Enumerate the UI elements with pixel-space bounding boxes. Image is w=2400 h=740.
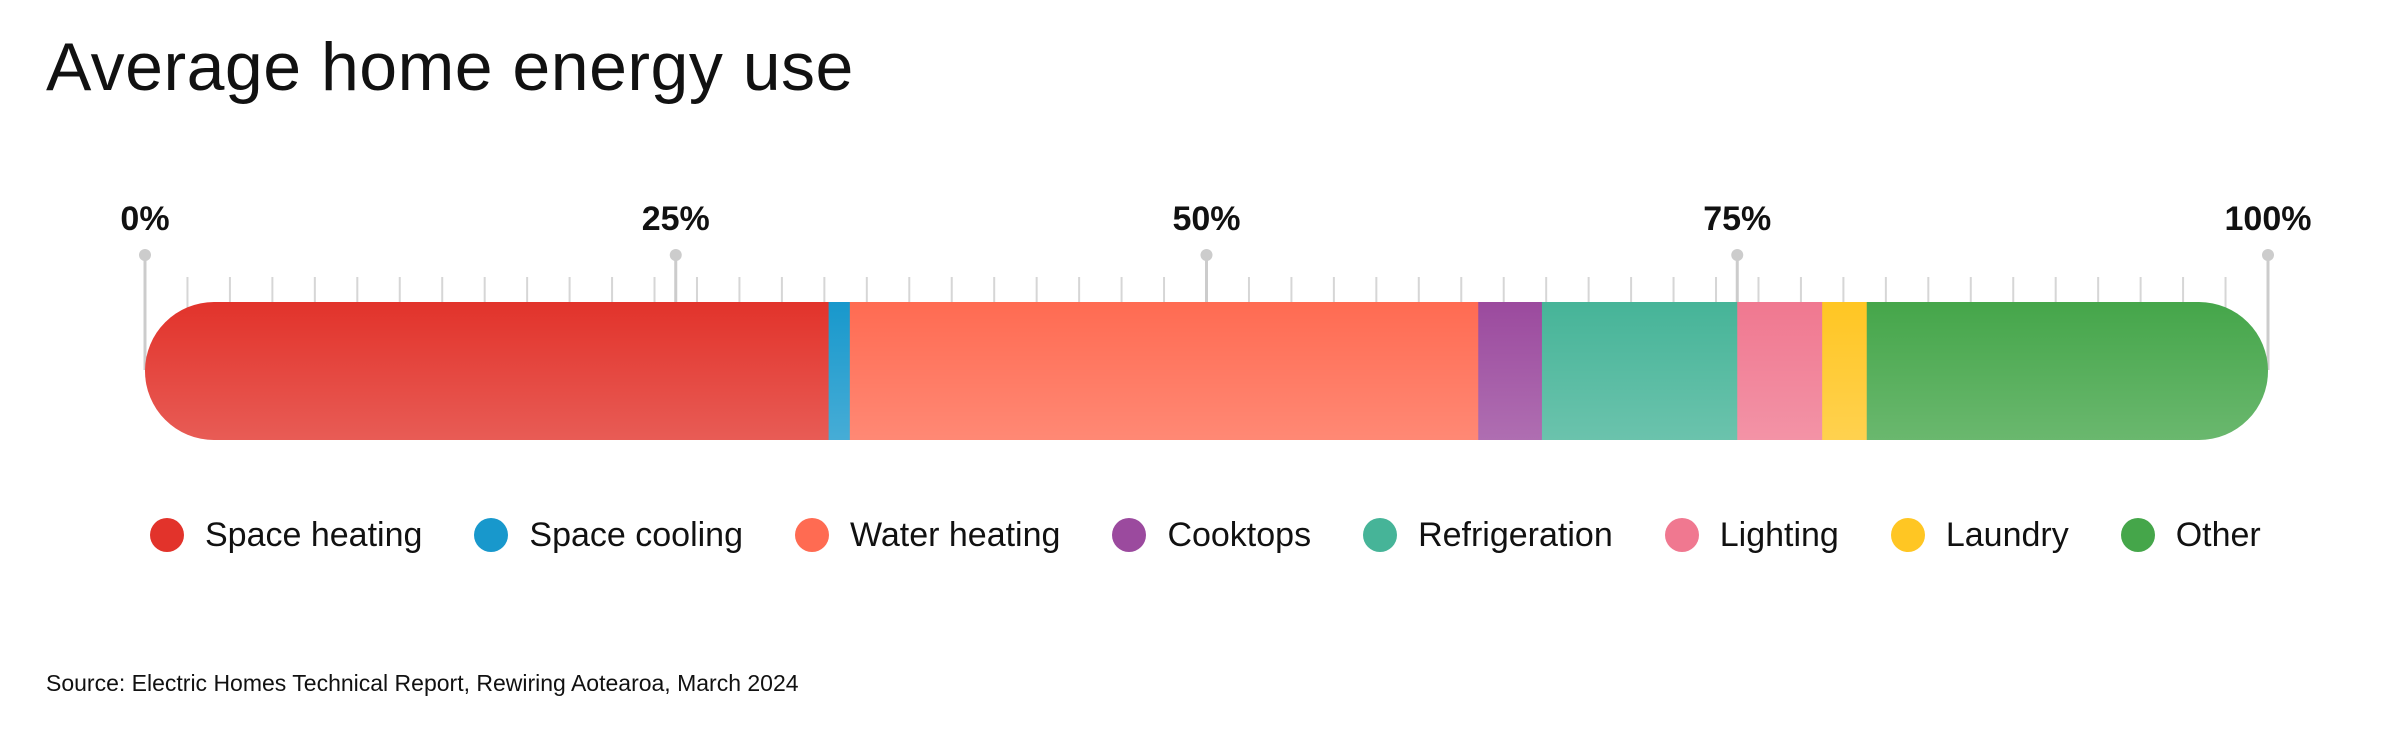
legend-swatch [1363,518,1398,552]
legend-label: Lighting [1719,515,1839,554]
legend-item-lighting: Lighting [1664,515,1839,555]
source-note: Source: Electric Homes Technical Report,… [46,670,799,696]
legend-label: Laundry [1945,515,2069,554]
legend-swatch [1112,518,1147,552]
legend-label: Cooktops [1167,515,1312,554]
legend-label: Other [2175,515,2261,554]
legend-swatch [1664,518,1699,552]
major-tick-dot [1200,249,1213,261]
x-tick-label: 100% [2225,200,2312,238]
legend-label: Water heating [850,515,1061,554]
bar-shading [145,302,2268,440]
major-tick-dot [1731,249,1744,261]
legend: Space heating Space cooling Water heating C… [150,510,2313,560]
major-tick-dot [669,249,682,261]
bar-segments [145,302,2268,440]
legend-item-space-heating: Space heating [150,516,422,555]
legend-item-cooktops: Cooktops [1112,516,1311,555]
legend-item-refrigeration: Refrigeration [1363,516,1613,555]
legend-swatch [150,518,184,552]
legend-item-space-cooling: Space cooling [474,516,743,555]
legend-label: Space cooling [529,515,744,554]
major-tick-dot [139,249,151,261]
legend-swatch [2120,518,2155,552]
chart-title: Average home energy use [46,29,854,105]
legend-item-laundry: Laundry [1890,515,2069,555]
x-tick-label: 0% [120,200,169,238]
legend-item-water-heating: Water heating [795,516,1060,555]
x-tick-label: 50% [1172,200,1240,238]
major-tick-dot [2262,249,2274,261]
legend-swatch [1890,518,1925,552]
legend-label: Refrigeration [1418,515,1613,554]
x-tick-label: 25% [642,200,710,238]
legend-swatch [474,518,509,552]
legend-swatch [795,518,830,552]
legend-label: Space heating [205,515,423,554]
x-tick-label: 75% [1703,200,1771,238]
legend-item-other: Other [2120,515,2261,555]
stacked-bar [145,302,2268,440]
